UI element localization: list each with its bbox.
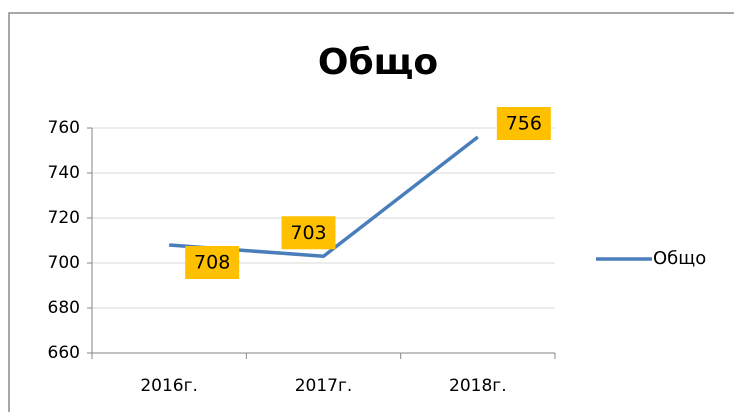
- y-tick-label: 740: [48, 163, 80, 183]
- x-tick-label: 2017г.: [295, 376, 353, 396]
- data-label: 756: [506, 113, 542, 135]
- data-label-box: [185, 246, 240, 279]
- data-label: 708: [194, 252, 230, 274]
- data-label-box: [281, 216, 336, 250]
- y-tick-label: 760: [48, 118, 80, 138]
- legend-label: Общо: [653, 248, 706, 269]
- x-tick-label: 2016г.: [140, 376, 198, 396]
- data-label-box: [496, 107, 551, 140]
- y-tick-label: 660: [48, 343, 80, 363]
- data-label: 703: [290, 222, 326, 244]
- y-tick-label: 680: [48, 298, 80, 318]
- y-tick-label: 700: [48, 253, 80, 273]
- x-tick-label: 2018г.: [449, 376, 507, 396]
- chart-frame: [8, 12, 734, 416]
- chart-title: Общо: [318, 42, 438, 83]
- y-tick-label: 720: [48, 208, 80, 228]
